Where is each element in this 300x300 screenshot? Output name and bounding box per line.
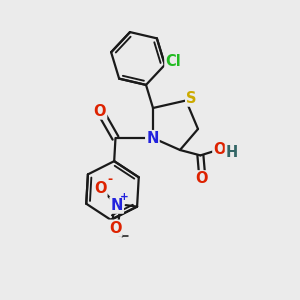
Text: N: N xyxy=(110,198,123,213)
Text: -: - xyxy=(107,173,112,186)
Text: Cl: Cl xyxy=(165,54,181,69)
Text: O: O xyxy=(109,221,122,236)
Text: O: O xyxy=(94,181,106,196)
Text: O: O xyxy=(94,103,106,118)
Text: O: O xyxy=(196,171,208,186)
Text: S: S xyxy=(186,91,197,106)
Text: N: N xyxy=(146,131,159,146)
Text: O: O xyxy=(213,142,226,157)
Text: +: + xyxy=(119,192,128,202)
Text: H: H xyxy=(226,145,238,160)
